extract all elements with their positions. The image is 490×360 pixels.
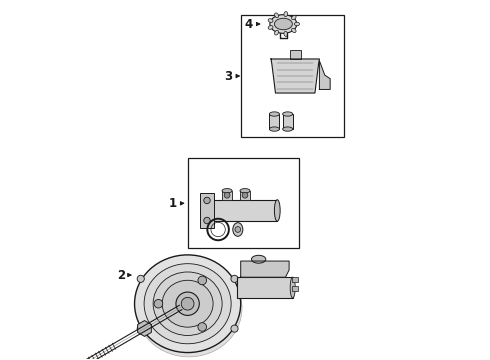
Bar — [242, 15, 343, 137]
Bar — [283, 114, 293, 129]
Polygon shape — [319, 61, 330, 89]
Ellipse shape — [139, 259, 237, 348]
Ellipse shape — [222, 189, 232, 193]
Ellipse shape — [283, 112, 293, 116]
Circle shape — [235, 226, 241, 232]
Ellipse shape — [270, 127, 279, 131]
Ellipse shape — [274, 30, 278, 35]
Circle shape — [224, 192, 230, 198]
Polygon shape — [138, 321, 151, 336]
Bar — [292, 277, 298, 282]
Bar — [222, 191, 232, 200]
Circle shape — [154, 300, 163, 308]
Polygon shape — [241, 261, 289, 277]
Circle shape — [137, 275, 145, 282]
Circle shape — [137, 325, 145, 332]
Bar — [270, 114, 279, 129]
Ellipse shape — [138, 259, 238, 351]
Ellipse shape — [144, 264, 231, 344]
Circle shape — [198, 323, 206, 331]
Circle shape — [181, 297, 194, 310]
Ellipse shape — [153, 272, 222, 336]
Bar — [292, 286, 298, 291]
Ellipse shape — [270, 112, 279, 116]
Ellipse shape — [292, 28, 296, 32]
Ellipse shape — [284, 12, 288, 17]
Ellipse shape — [206, 200, 212, 221]
Circle shape — [176, 292, 199, 315]
Ellipse shape — [136, 259, 242, 357]
Ellipse shape — [274, 13, 278, 18]
Text: 2: 2 — [117, 269, 125, 282]
Ellipse shape — [162, 280, 213, 327]
Bar — [209, 200, 277, 221]
Polygon shape — [271, 59, 319, 93]
Circle shape — [204, 217, 210, 224]
Ellipse shape — [284, 31, 288, 36]
Ellipse shape — [233, 223, 243, 236]
Bar — [237, 277, 293, 298]
Ellipse shape — [292, 15, 296, 20]
Ellipse shape — [137, 259, 240, 354]
Text: 1: 1 — [169, 197, 177, 210]
Ellipse shape — [251, 255, 266, 263]
Ellipse shape — [294, 22, 299, 26]
Ellipse shape — [240, 189, 250, 193]
Ellipse shape — [274, 200, 280, 221]
Text: 3: 3 — [224, 69, 232, 82]
Ellipse shape — [270, 15, 297, 33]
Ellipse shape — [268, 19, 273, 22]
Circle shape — [231, 275, 238, 282]
Bar — [200, 193, 214, 228]
Circle shape — [204, 197, 210, 204]
Ellipse shape — [135, 255, 241, 352]
Ellipse shape — [274, 18, 293, 30]
Ellipse shape — [268, 26, 273, 29]
Circle shape — [231, 325, 238, 332]
Bar — [240, 191, 250, 200]
Ellipse shape — [283, 127, 293, 131]
Bar — [290, 50, 300, 59]
Text: 4: 4 — [245, 18, 253, 31]
Circle shape — [242, 192, 248, 198]
Bar — [188, 158, 299, 248]
Circle shape — [198, 276, 206, 285]
Ellipse shape — [290, 277, 295, 298]
